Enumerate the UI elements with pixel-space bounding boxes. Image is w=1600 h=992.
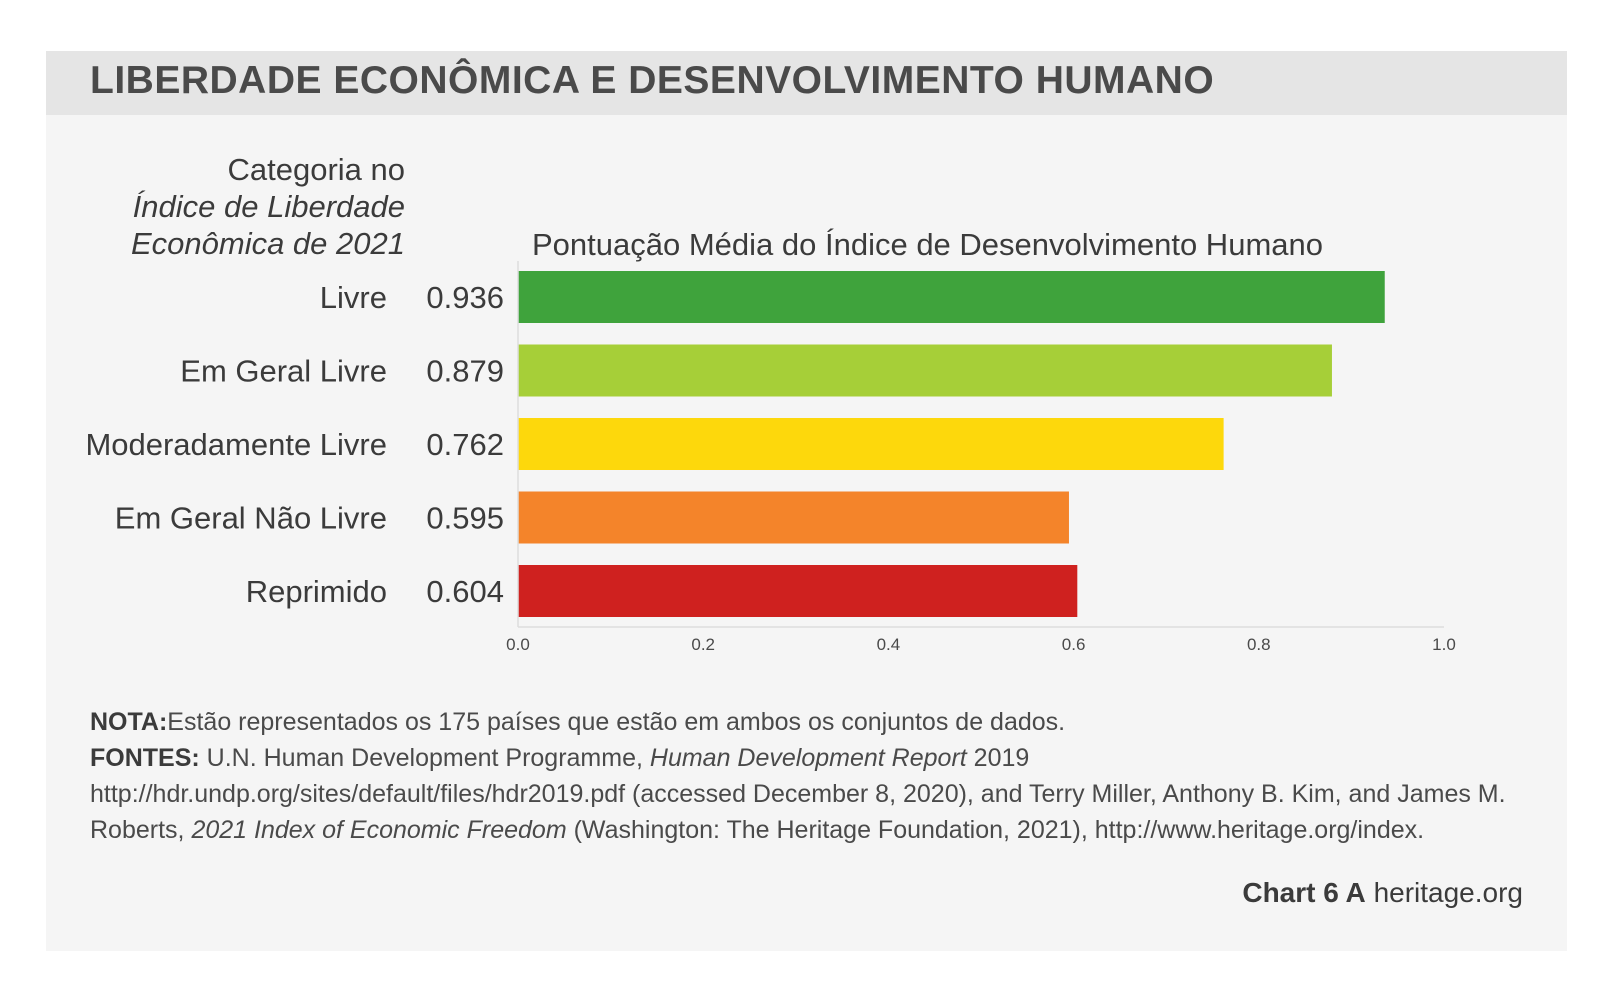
nota-line: NOTA:Estão representados os 175 países q… (90, 704, 1520, 740)
value-label-3: 0.762 (426, 427, 504, 462)
page-title: LIBERDADE ECONÔMICA E DESENVOLVIMENTO HU… (90, 59, 1215, 102)
value-label-5: 0.604 (426, 574, 504, 609)
nota-text: Estão representados os 175 países que es… (167, 708, 1066, 736)
value-label-4: 0.595 (426, 501, 504, 536)
chart-title: Pontuação Média do Índice de Desenvolvim… (532, 227, 1323, 262)
title-bar: LIBERDADE ECONÔMICA E DESENVOLVIMENTO HU… (46, 51, 1567, 115)
bar-3 (518, 418, 1224, 470)
category-header: Categoria no Índice de Liberdade Econômi… (131, 151, 405, 262)
category-label-5: Reprimido (246, 574, 387, 609)
bar-1 (518, 271, 1385, 323)
value-label-2: 0.879 (426, 354, 504, 389)
fontes-line: FONTES: U.N. Human Development Programme… (90, 740, 1520, 848)
chart-panel: LIBERDADE ECONÔMICA E DESENVOLVIMENTO HU… (46, 51, 1567, 951)
value-label-1: 0.936 (426, 280, 504, 315)
bar-chart: Livre 0.936 Em Geral Livre 0.879 Moderadamen… (85, 261, 1456, 654)
x-tick-label-5: 0.8 (1247, 635, 1271, 654)
fontes-text-2: 2019 http://hdr.undp.org/sites/default/f… (90, 744, 1506, 844)
fontes-italic-1: Human Development Report (649, 744, 967, 772)
x-tick-label-6: 1.0 (1432, 635, 1456, 654)
bar-2 (518, 344, 1332, 397)
category-label-1: Livre (320, 280, 387, 315)
fontes-text-3: (Washington: The Heritage Foundation, 20… (566, 816, 1425, 844)
nota-label: NOTA: (90, 708, 168, 736)
site-name: heritage.org (1373, 877, 1523, 908)
x-tick-label-2: 0.2 (691, 635, 715, 654)
category-header-line2: Índice de Liberdade (132, 189, 405, 224)
category-header-line1: Categoria no (227, 152, 405, 187)
category-header-line3: Econômica de 2021 (130, 226, 405, 261)
footnote: NOTA:Estão representados os 175 países q… (90, 704, 1520, 848)
category-label-4: Em Geral Não Livre (115, 501, 387, 536)
bar-5 (518, 565, 1078, 617)
x-tick-label-1: 0.0 (506, 635, 530, 654)
x-tick-label-3: 0.4 (877, 635, 901, 654)
credit: Chart 6 A heritage.org (1242, 877, 1523, 909)
fontes-label: FONTES: (90, 744, 200, 772)
fontes-italic-2: 2021 Index of Economic Freedom (191, 816, 567, 844)
x-tick-label-4: 0.6 (1062, 635, 1086, 654)
fontes-text-1: U.N. Human Development Programme, (199, 744, 650, 772)
category-label-2: Em Geral Livre (180, 354, 387, 389)
chart-number: Chart 6 A (1242, 877, 1366, 908)
category-label-3: Moderadamente Livre (85, 427, 387, 462)
bar-4 (518, 491, 1069, 544)
